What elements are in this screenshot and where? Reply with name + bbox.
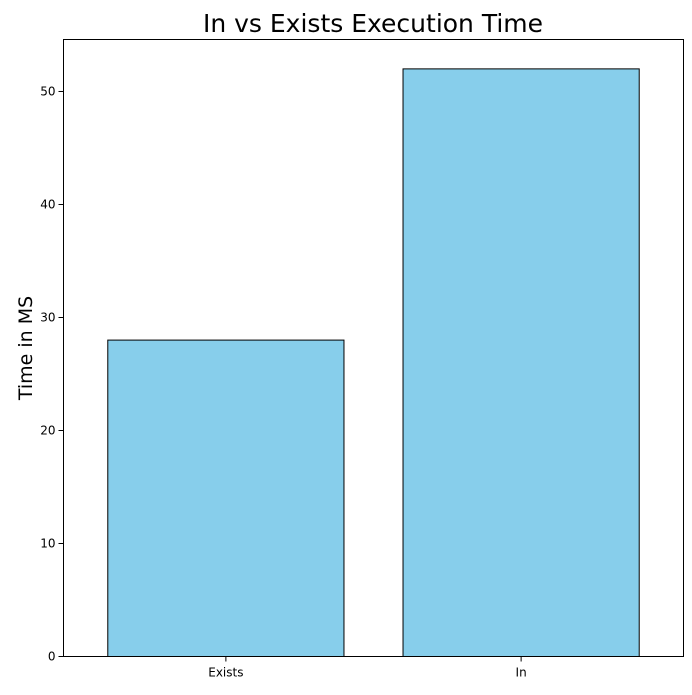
chart-title: In vs Exists Execution Time xyxy=(203,9,543,38)
y-tick-label: 0 xyxy=(48,650,56,664)
y-tick-label: 20 xyxy=(40,423,55,437)
x-tick-label-exists: Exists xyxy=(208,666,243,680)
y-tick-label: 50 xyxy=(40,84,55,98)
y-tick-label: 40 xyxy=(40,197,55,211)
y-tick-label: 30 xyxy=(40,310,55,324)
bar-in xyxy=(402,68,640,657)
y-axis-label: Time in MS xyxy=(15,296,37,401)
plot-frame xyxy=(63,39,684,657)
y-tick-label: 10 xyxy=(40,536,55,550)
x-tick-label-in: In xyxy=(516,666,527,680)
ticks-layer: Exists In 0 10 20 30 40 50 xyxy=(40,84,526,679)
bars-layer xyxy=(107,68,640,657)
bar-exists xyxy=(107,339,345,657)
